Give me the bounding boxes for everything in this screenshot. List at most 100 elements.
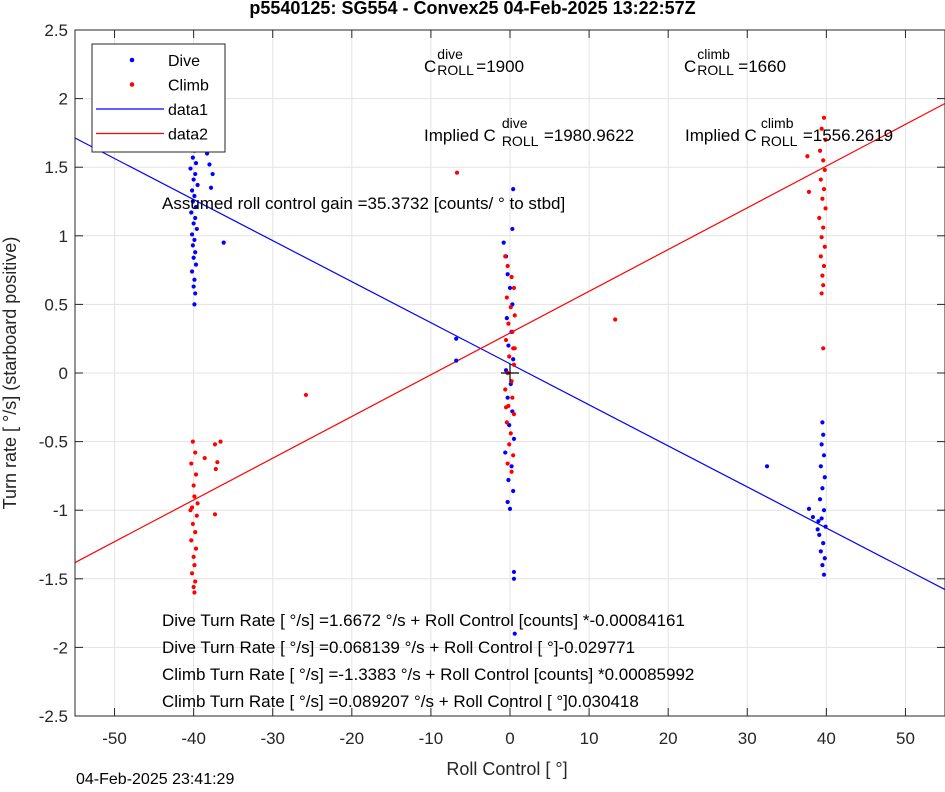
climb-point xyxy=(822,244,827,249)
climb-point xyxy=(189,461,194,466)
dive-point xyxy=(511,357,516,362)
dive-point xyxy=(195,182,200,188)
dive-point xyxy=(193,291,198,296)
dive-point xyxy=(511,187,516,192)
dive-point xyxy=(822,475,827,480)
dive-point xyxy=(821,508,827,513)
dive-point xyxy=(821,541,826,546)
dive-point xyxy=(505,395,510,400)
climb-point xyxy=(215,460,220,465)
climb-point xyxy=(191,584,196,590)
climb-point xyxy=(821,225,826,230)
y-tick-label: -1 xyxy=(53,501,68,520)
climb-point xyxy=(511,285,517,291)
dive-point xyxy=(190,199,195,204)
climb-point xyxy=(507,442,512,447)
climb-point xyxy=(818,177,823,182)
dive-point xyxy=(189,210,194,215)
climb-point xyxy=(510,395,515,400)
dive-point xyxy=(193,215,198,221)
dive-point xyxy=(191,177,196,182)
dive-point xyxy=(764,464,770,469)
climb-point xyxy=(504,420,509,425)
fit-line-dive-degrees: Dive Turn Rate [ °/s] =0.068139 °/s + Ro… xyxy=(162,638,636,657)
x-tick-label: -20 xyxy=(340,729,365,748)
dive-point xyxy=(823,524,828,529)
legend-marker-climb xyxy=(129,82,135,87)
climb-point xyxy=(193,450,198,455)
dive-point xyxy=(193,262,199,267)
dive-point xyxy=(820,420,825,425)
climb-point xyxy=(195,501,200,506)
climb-superscript: climb xyxy=(760,115,794,131)
dive-point xyxy=(194,226,199,232)
climb-point xyxy=(193,579,198,584)
dive-point xyxy=(507,285,513,291)
dive-point xyxy=(193,160,199,166)
climb-point xyxy=(820,196,825,201)
x-axis-label: Roll Control [ °] xyxy=(446,759,567,779)
dive-point xyxy=(501,240,506,245)
climb-point xyxy=(511,362,517,367)
climb-point xyxy=(213,466,218,472)
legend-label-climb: Climb xyxy=(168,78,209,95)
dive-point xyxy=(454,358,459,363)
dive-point xyxy=(509,464,514,469)
legend-marker-dive xyxy=(129,57,135,63)
implied-prefix: Implied C xyxy=(685,126,757,145)
dive-point xyxy=(821,432,826,437)
fit-line-climb-degrees: Climb Turn Rate [ °/s] =0.089207 °/s + R… xyxy=(162,692,639,711)
c-dive-value: =1900 xyxy=(476,57,525,76)
dive-point xyxy=(810,514,816,520)
dive-point xyxy=(821,572,827,577)
climb-point xyxy=(818,254,823,259)
dive-point xyxy=(510,226,515,232)
x-tick-label: -40 xyxy=(181,729,206,748)
x-tick-label: 40 xyxy=(817,729,836,748)
dive-point xyxy=(193,204,199,210)
climb-point xyxy=(823,206,828,211)
climb-point xyxy=(511,412,517,417)
climb-point xyxy=(509,274,514,280)
x-tick-label: 20 xyxy=(659,729,678,748)
dive-point xyxy=(818,549,823,554)
dive-point xyxy=(817,497,823,502)
gain-annotation: Assumed roll control gain =35.3732 [coun… xyxy=(162,194,566,213)
c-climb-value: =1660 xyxy=(738,57,787,76)
dive-point xyxy=(190,243,195,248)
climb-point xyxy=(823,137,828,142)
timestamp: 04-Feb-2025 23:41:29 xyxy=(76,771,235,788)
dive-point xyxy=(507,506,513,511)
climb-point xyxy=(507,354,512,359)
implied-dive-value: =1980.9622 xyxy=(543,126,635,145)
chart-title: p5540125: SG554 - Convex25 04-Feb-2025 1… xyxy=(249,0,696,18)
climb-point xyxy=(503,387,508,392)
climb-point xyxy=(819,126,824,131)
climb-point xyxy=(503,254,508,259)
climb-point xyxy=(503,405,509,410)
climb-point xyxy=(504,295,509,300)
dive-point xyxy=(191,284,196,289)
climb-point xyxy=(821,158,826,163)
climb-point xyxy=(505,461,510,466)
climb-point xyxy=(512,346,517,351)
climb-point xyxy=(505,263,510,269)
c-symbol: C xyxy=(424,57,437,76)
y-tick-label: 2.5 xyxy=(44,21,68,40)
climb-point xyxy=(189,571,195,576)
climb-point xyxy=(192,494,197,499)
dive-point xyxy=(511,436,517,441)
climb-point xyxy=(511,453,516,458)
dive-point xyxy=(505,272,510,277)
climb-superscript: climb xyxy=(697,46,730,62)
climb-point xyxy=(191,483,196,488)
dive-point xyxy=(192,193,197,199)
dive-point xyxy=(189,269,195,274)
climb-point xyxy=(508,431,513,436)
c-symbol: C xyxy=(684,57,697,76)
climb-point xyxy=(303,392,309,398)
climb-point xyxy=(218,439,223,444)
